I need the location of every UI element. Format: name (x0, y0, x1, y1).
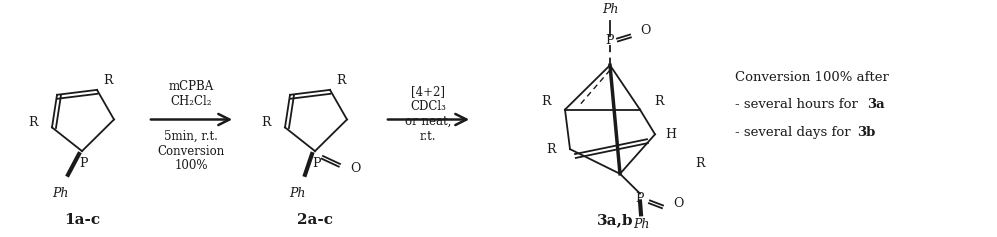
Text: 2a-c: 2a-c (297, 213, 333, 227)
Text: R: R (261, 116, 271, 129)
Text: O: O (640, 24, 650, 37)
Text: 5min, r.t.: 5min, r.t. (165, 130, 218, 143)
Text: R: R (695, 157, 705, 170)
Text: 3a,b: 3a,b (597, 213, 633, 227)
Text: or neat,: or neat, (405, 115, 452, 128)
Text: R: R (541, 95, 551, 108)
Text: 100%: 100% (174, 160, 207, 172)
Text: 3b: 3b (857, 126, 875, 139)
Text: Conversion: Conversion (158, 145, 224, 158)
Text: R: R (103, 73, 113, 87)
Text: Ph: Ph (52, 187, 68, 200)
Text: Ph: Ph (289, 187, 305, 200)
Text: P: P (313, 157, 321, 170)
Text: R: R (654, 95, 663, 108)
Text: P: P (636, 192, 644, 205)
Text: H: H (665, 128, 676, 141)
Text: P: P (606, 34, 614, 47)
Text: CH₂Cl₂: CH₂Cl₂ (170, 95, 211, 108)
Text: [4+2]: [4+2] (411, 85, 445, 98)
Text: Ph: Ph (633, 218, 649, 231)
Text: O: O (673, 197, 683, 210)
Text: R: R (29, 116, 38, 129)
Text: R: R (546, 143, 556, 156)
Text: P: P (80, 157, 89, 170)
Text: O: O (350, 162, 360, 175)
Text: Conversion 100% after: Conversion 100% after (735, 71, 889, 84)
Text: - several days for: - several days for (735, 126, 854, 139)
Text: R: R (336, 73, 346, 87)
Text: 1a-c: 1a-c (64, 213, 100, 227)
Text: 3a: 3a (867, 98, 884, 111)
Text: - several hours for: - several hours for (735, 98, 862, 111)
Text: mCPBA: mCPBA (168, 80, 213, 93)
Text: CDCl₃: CDCl₃ (410, 100, 446, 113)
Text: Ph: Ph (602, 3, 618, 16)
Text: r.t.: r.t. (420, 130, 437, 143)
